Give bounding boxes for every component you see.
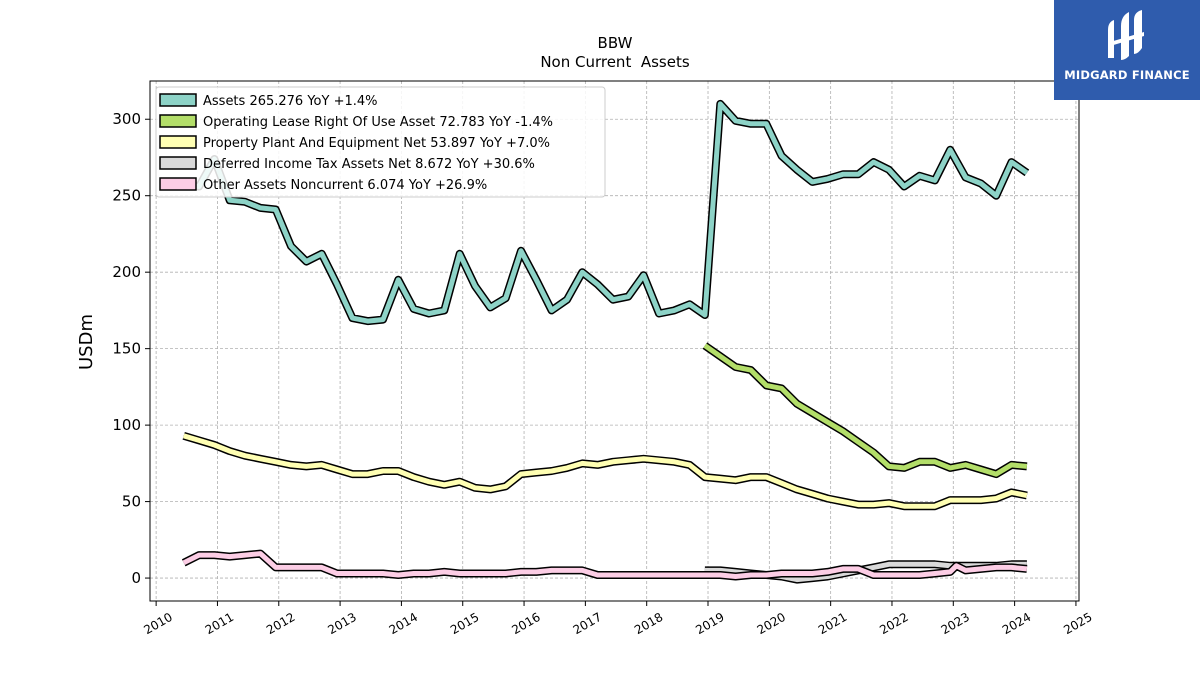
legend-swatch xyxy=(159,177,197,191)
x-tick-label: 2017 xyxy=(571,610,604,637)
y-tick-label: 0 xyxy=(131,569,141,587)
y-tick-label: 300 xyxy=(112,110,141,128)
legend-label: Assets 265.276 YoY +1.4% xyxy=(203,94,378,109)
series-outline-1 xyxy=(702,342,1028,479)
x-tick-label: 2023 xyxy=(939,610,972,637)
legend-swatch xyxy=(159,114,197,128)
plot-frame xyxy=(149,80,1080,602)
legend-label: Deferred Income Tax Assets Net 8.672 YoY… xyxy=(203,157,535,172)
legend: Assets 265.276 YoY +1.4% Operating Lease … xyxy=(155,86,606,198)
x-tick-label: 2015 xyxy=(448,610,481,637)
y-tick-label: 50 xyxy=(122,493,141,511)
x-tick-label: 2012 xyxy=(264,610,297,637)
x-tick-label: 2018 xyxy=(632,610,665,637)
x-tick-label: 2022 xyxy=(877,610,910,637)
x-tick-label: 2016 xyxy=(509,610,542,637)
x-tick-label: 2020 xyxy=(755,610,788,637)
series-line-1 xyxy=(703,343,1028,477)
x-tick-label: 2011 xyxy=(203,610,236,637)
x-tick-label: 2019 xyxy=(693,610,726,637)
series-line-2 xyxy=(182,433,1028,509)
brand-name: MIDGARD FINANCE xyxy=(1064,68,1190,82)
brand-logo: MIDGARD FINANCE xyxy=(1054,0,1200,100)
legend-swatch xyxy=(159,135,197,149)
x-tick-label: 2021 xyxy=(816,610,849,637)
legend-swatch xyxy=(159,156,197,170)
legend-label: Property Plant And Equipment Net 53.897 … xyxy=(203,136,550,151)
legend-label: Operating Lease Right Of Use Asset 72.78… xyxy=(203,115,553,130)
series-layer xyxy=(181,99,1030,584)
brand-mark-icon xyxy=(1108,10,1144,60)
x-tick-label: 2014 xyxy=(387,610,420,637)
chart-subtitle: Non Current Assets xyxy=(540,53,690,71)
x-tick-label: 2025 xyxy=(1061,610,1094,637)
chart-title: BBW xyxy=(598,34,633,52)
x-tick-label: 2010 xyxy=(141,610,174,637)
y-tick-label: 250 xyxy=(112,187,141,205)
legend-label: Other Assets Noncurrent 6.074 YoY +26.9% xyxy=(203,178,487,193)
x-tick-label: 2024 xyxy=(1000,610,1033,637)
series-line-4 xyxy=(182,551,1028,579)
y-tick-label: 100 xyxy=(112,416,141,434)
series-line-0 xyxy=(183,101,1029,324)
legend-swatch xyxy=(159,93,197,107)
y-axis-label: USDm xyxy=(76,314,97,370)
legend-box xyxy=(155,86,606,198)
y-tick-label: 200 xyxy=(112,263,141,281)
x-tick-label: 2013 xyxy=(325,610,358,637)
y-tick-label: 150 xyxy=(112,340,141,358)
